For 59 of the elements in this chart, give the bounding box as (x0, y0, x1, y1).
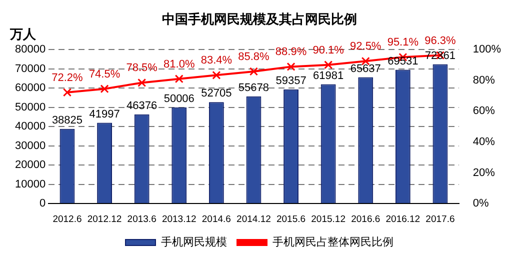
x-tick-label: 2012.12 (87, 214, 122, 225)
x-tick-label: 2013.12 (162, 214, 196, 225)
point (138, 78, 146, 87)
data-label: 59357 (276, 74, 306, 87)
data-label: 46376 (126, 100, 158, 112)
data-label: 65637 (350, 62, 381, 75)
x-tick-label: 2017.6 (426, 214, 455, 225)
legend-label: 手机网民占整体网民比例 (272, 236, 394, 249)
y-tick-label: 50000 (14, 101, 46, 114)
y-tick-label: 60000 (14, 82, 46, 94)
point (249, 67, 258, 76)
data-label: 72.2% (52, 72, 84, 84)
y2-tick-label: 60% (472, 105, 496, 118)
y-tick-label: 80000 (14, 44, 46, 56)
data-label: 55678 (238, 82, 270, 94)
y-tick-label: 30000 (14, 140, 46, 152)
y-tick-label: 70000 (14, 62, 46, 75)
data-label: 41997 (89, 108, 120, 120)
point (174, 74, 184, 84)
data-label: 96.3% (424, 34, 456, 47)
x-tick-label: 2015.12 (311, 214, 346, 225)
y2-tick-label: 100% (472, 44, 502, 56)
point (62, 88, 72, 97)
data-label: 83.4% (200, 54, 232, 67)
y2-tick-label: 20% (472, 166, 496, 179)
data-label: 85.8% (238, 51, 270, 63)
data-label: 88.9% (275, 46, 307, 58)
point (324, 60, 333, 70)
x-tick-label: 2012.6 (52, 214, 82, 225)
chart-title: 中国手机网民规模及其占网民比例 (162, 11, 357, 26)
x-tick-label: 2014.6 (202, 214, 231, 225)
y-axis-title: 万人 (9, 26, 37, 42)
y2-tick-label: 80% (472, 74, 496, 86)
data-label: 81.0% (164, 58, 195, 70)
y-tick-label: 40000 (14, 120, 46, 133)
data-label: 69531 (388, 55, 418, 68)
x-tick-label: 2013.6 (127, 214, 156, 225)
data-label: 90.1% (312, 44, 344, 56)
y-tick-label: 10000 (14, 178, 46, 190)
x-tick-label: 2016.12 (386, 214, 420, 225)
point (286, 62, 296, 71)
data-label: 50006 (164, 92, 194, 105)
point (100, 84, 109, 94)
point (212, 70, 221, 80)
data-label: 74.5% (88, 68, 120, 80)
data-label: 61981 (313, 70, 344, 82)
data-label: 52705 (201, 88, 232, 100)
x-tick-label: 2016.6 (351, 214, 380, 225)
y-tick-label: 20000 (14, 159, 46, 172)
data-label: 38825 (52, 114, 83, 126)
y2-tick-label: 0% (472, 198, 489, 210)
legend-label: 手机网民规模 (161, 236, 227, 249)
data-label: 95.1% (387, 36, 419, 49)
y-tick-label: 0 (39, 198, 46, 210)
data-label: 92.5% (350, 40, 382, 53)
x-tick-label: 2015.6 (276, 214, 306, 225)
y2-tick-label: 40% (472, 136, 496, 148)
data-label: 78.5% (126, 62, 158, 74)
x-tick-label: 2014.12 (236, 214, 271, 225)
